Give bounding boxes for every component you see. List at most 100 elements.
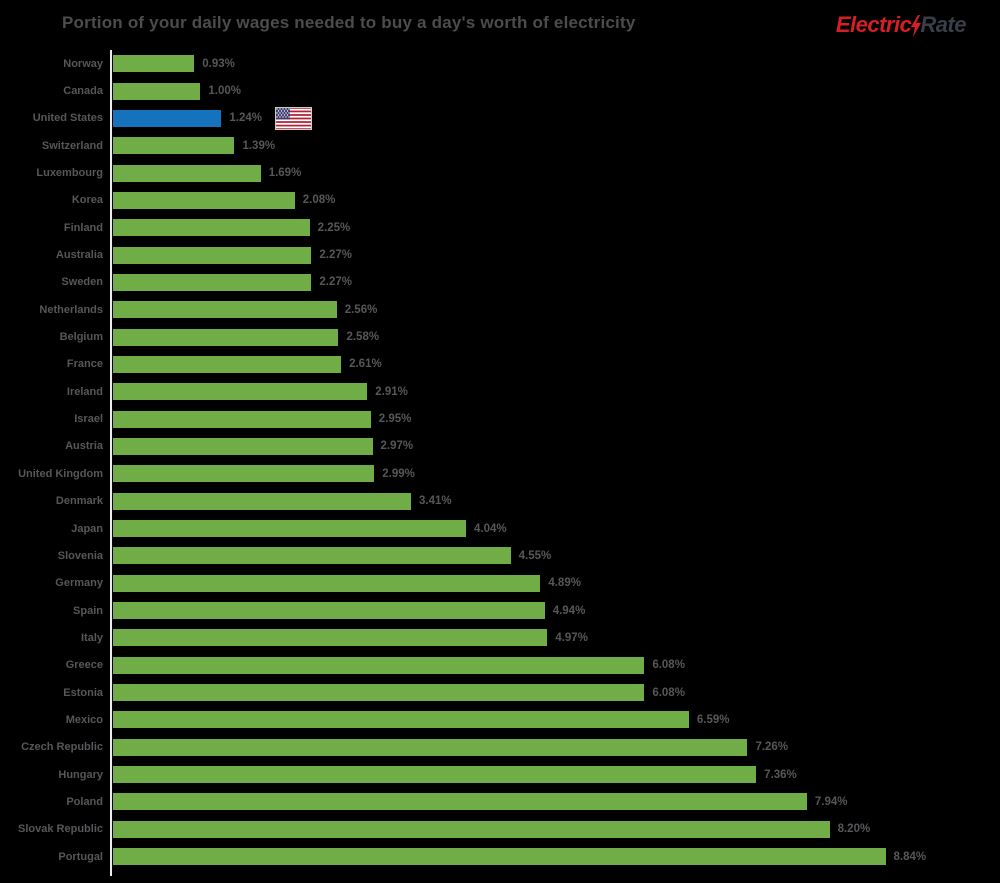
value-label: 1.24% [229,112,262,125]
bar-track: 6.08% [113,679,1000,706]
electricrate-logo: Electric Rate [836,12,966,38]
bar-track: 4.55% [113,542,1000,569]
value-label: 6.08% [652,686,685,699]
bar [113,492,411,510]
value-label: 2.97% [380,440,414,453]
bar [113,820,830,838]
category-label: Germany [55,577,103,590]
value-label: 4.89% [548,577,581,590]
category-label: Mexico [65,713,103,726]
category-label: Norway [63,57,103,70]
bar-row: Ireland 2.91% [0,378,1000,405]
bar-row: Korea 2.08% [0,187,1000,214]
bar-row: Luxembourg 1.69% [0,159,1000,186]
category-label: Portugal [58,850,103,863]
bar-row: Czech Republic 7.26% [0,734,1000,761]
value-label: 7.94% [814,795,848,808]
bar [113,164,261,182]
value-label: 4.55% [518,549,552,562]
bar [113,465,375,483]
bar [113,629,548,647]
bar-track: 2.95% [113,405,1000,432]
bar-track: 2.27% [113,269,1000,296]
category-label: United Kingdom [18,467,103,480]
category-label: France [66,358,103,371]
bar-track: 7.36% [113,761,1000,788]
value-label: 7.36% [764,768,797,781]
bar [113,410,371,428]
bar-row: Austria 2.97% [0,433,1000,460]
bar-row: Belgium 2.58% [0,323,1000,350]
bar-track: 0.93% [113,50,1000,77]
bar-row: Mexico 6.59% [0,706,1000,733]
bar-track: 6.08% [113,652,1000,679]
bar-row: Germany 4.89% [0,570,1000,597]
bar-track: 2.56% [113,296,1000,323]
bar-row: Portugal 8.84% [0,843,1000,870]
bar [113,711,689,729]
category-label: Australia [55,249,103,262]
bar [113,219,310,237]
value-label: 2.91% [375,385,408,398]
value-label: 2.95% [378,413,412,426]
value-label: 1.39% [242,139,276,152]
value-label: 2.56% [344,303,378,316]
bar [113,437,373,455]
chart-title: Portion of your daily wages needed to bu… [62,13,636,32]
bar-row: Norway 0.93% [0,50,1000,77]
category-label: Ireland [66,385,103,398]
bar-row: Australia 2.27% [0,241,1000,268]
value-label: 2.61% [349,358,382,371]
value-label: 2.27% [319,276,352,289]
value-label: 4.97% [555,631,588,644]
value-label: 8.20% [837,823,871,836]
value-label: 4.94% [552,604,586,617]
bar-row: Slovenia 4.55% [0,542,1000,569]
value-label: 1.00% [208,85,241,98]
bar-row: Israel 2.95% [0,405,1000,432]
bar [113,109,222,127]
category-label: Korea [71,194,103,207]
bar [113,55,195,73]
category-label: Slovak Republic [18,823,103,836]
bar-row: Italy 4.97% [0,624,1000,651]
bar [113,301,337,319]
bar-track: 1.24% [113,105,1000,132]
value-label: 2.25% [317,221,351,234]
category-label: Japan [71,522,103,535]
value-label: 6.08% [652,659,685,672]
value-label: 1.69% [268,167,302,180]
bar-row: France 2.61% [0,351,1000,378]
category-label: Netherlands [39,303,103,316]
lightning-bolt-icon [911,15,922,37]
bar [113,246,312,264]
bar-track: 2.91% [113,378,1000,405]
bar [113,82,201,100]
category-label: Luxembourg [36,167,103,180]
value-label: 7.26% [755,741,789,754]
value-label: 3.41% [418,495,452,508]
value-label: 2.27% [319,249,352,262]
category-label: Poland [66,795,103,808]
bar [113,137,235,155]
bar-row: Spain 4.94% [0,597,1000,624]
bar [113,684,645,702]
category-label: Finland [63,221,103,234]
us-flag-icon [274,106,312,130]
bar-row: United Kingdom 2.99% [0,460,1000,487]
bar [113,547,511,565]
bar-track: 2.99% [113,460,1000,487]
bar [113,848,886,866]
category-label: Belgium [59,331,103,344]
bar-track: 2.97% [113,433,1000,460]
category-label: Greece [65,659,103,672]
value-label: 8.84% [893,850,927,863]
bar [113,383,368,401]
logo-text-rate: Rate [920,12,966,37]
bar-chart: Norway 0.93% Canada 1.00% United States … [0,50,1000,876]
category-label: United States [32,112,103,125]
logo-text-electric: Electric [835,12,912,37]
category-label: Canada [63,85,103,98]
value-label: 0.93% [202,57,235,70]
bar-row: Finland 2.25% [0,214,1000,241]
